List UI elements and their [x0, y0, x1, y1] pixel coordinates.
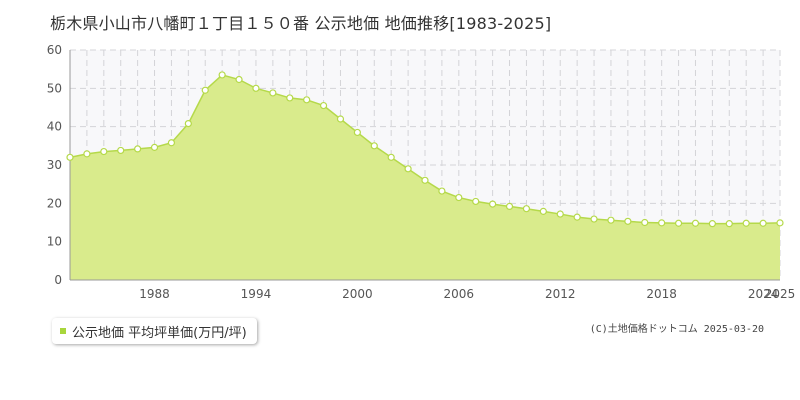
- data-point: [691, 219, 700, 227]
- y-tick-label: 60: [47, 43, 62, 57]
- data-point: [303, 96, 311, 104]
- data-point: [117, 146, 125, 155]
- legend-label: 公示地価 平均坪単価(万円/坪): [72, 325, 247, 341]
- data-point: [404, 165, 412, 173]
- data-point: [505, 202, 514, 210]
- data-point: [725, 220, 733, 228]
- data-point: [336, 115, 345, 123]
- data-point: [556, 210, 564, 218]
- data-point: [455, 193, 463, 202]
- data-point: [201, 86, 209, 94]
- data-point: [573, 213, 581, 221]
- data-point: [353, 128, 361, 137]
- data-point: [387, 153, 395, 161]
- x-tick-label: 2000: [342, 287, 373, 301]
- data-point: [286, 94, 294, 102]
- series-area-fill: [70, 74, 780, 281]
- x-tick-label: 2025: [765, 287, 796, 301]
- data-point: [252, 84, 260, 92]
- data-point: [218, 71, 226, 79]
- legend-marker-square: [60, 328, 66, 334]
- data-point: [658, 219, 666, 227]
- y-tick-label: 10: [47, 235, 62, 249]
- data-point: [134, 145, 142, 153]
- x-tick-label: 1994: [241, 287, 272, 301]
- data-point: [607, 216, 615, 224]
- data-point: [742, 219, 750, 227]
- data-point: [66, 153, 74, 161]
- data-point: [150, 143, 159, 151]
- chart-legend: 公示地価 平均坪単価(万円/坪): [52, 318, 257, 344]
- y-tick-label: 40: [47, 120, 62, 134]
- data-point: [167, 139, 176, 147]
- copyright-text: (C)土地価格ドットコム 2025-03-20: [589, 324, 764, 335]
- chart-title: 栃木県小山市八幡町１丁目１５０番 公示地価 地価推移[1983-2025]: [50, 14, 552, 33]
- y-tick-label: 50: [47, 81, 62, 95]
- data-point: [319, 101, 328, 110]
- data-point: [708, 220, 716, 228]
- data-point: [269, 89, 277, 97]
- y-tick-label: 0: [54, 273, 62, 287]
- data-point: [370, 142, 378, 150]
- data-point: [421, 176, 429, 184]
- y-tick-label: 30: [47, 158, 62, 172]
- data-point: [674, 219, 683, 227]
- data-point: [438, 187, 446, 195]
- y-tick-label: 20: [47, 196, 62, 210]
- data-point: [184, 119, 192, 128]
- data-point: [489, 200, 497, 208]
- data-point: [776, 219, 784, 227]
- data-point: [624, 217, 632, 225]
- data-point: [100, 147, 108, 156]
- data-point: [235, 75, 243, 84]
- x-tick-label: 2018: [646, 287, 677, 301]
- data-point: [522, 205, 531, 213]
- data-point: [83, 150, 91, 158]
- x-tick-label: 1988: [139, 287, 170, 301]
- data-point: [590, 215, 598, 223]
- data-point: [641, 218, 649, 227]
- data-point: [759, 219, 767, 227]
- x-tick-label: 2006: [444, 287, 475, 301]
- x-tick-label: 2012: [545, 287, 576, 301]
- x-tick-label: 2024: [748, 287, 779, 301]
- data-point: [472, 197, 480, 206]
- data-point: [539, 207, 547, 215]
